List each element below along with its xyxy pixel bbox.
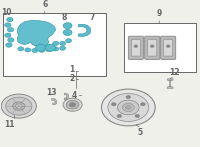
Text: 4: 4 (71, 91, 77, 100)
Circle shape (7, 28, 14, 32)
Text: 2: 2 (69, 74, 74, 83)
Circle shape (135, 114, 140, 118)
Text: 7: 7 (90, 13, 95, 22)
Circle shape (134, 45, 138, 47)
Text: 12: 12 (169, 69, 179, 77)
Circle shape (126, 106, 131, 109)
FancyBboxPatch shape (124, 23, 196, 72)
FancyBboxPatch shape (148, 40, 157, 56)
Circle shape (53, 41, 59, 45)
Circle shape (108, 93, 149, 121)
Circle shape (63, 30, 72, 36)
Circle shape (63, 23, 72, 29)
Circle shape (63, 98, 82, 111)
Circle shape (32, 49, 38, 52)
Text: 10: 10 (1, 8, 12, 17)
Circle shape (45, 44, 55, 51)
Circle shape (8, 38, 14, 42)
FancyBboxPatch shape (128, 36, 143, 60)
Text: 8: 8 (62, 13, 67, 22)
Circle shape (5, 23, 11, 27)
Polygon shape (51, 99, 57, 105)
Text: 11: 11 (4, 120, 15, 129)
FancyBboxPatch shape (131, 40, 140, 56)
FancyBboxPatch shape (161, 36, 176, 60)
Circle shape (60, 46, 66, 50)
Circle shape (111, 103, 116, 106)
Circle shape (66, 39, 72, 43)
Circle shape (122, 103, 134, 112)
Circle shape (39, 48, 45, 52)
Polygon shape (79, 24, 91, 36)
Circle shape (101, 89, 155, 126)
FancyBboxPatch shape (164, 40, 173, 56)
Circle shape (5, 33, 11, 37)
Polygon shape (167, 79, 173, 88)
Circle shape (166, 45, 170, 47)
Circle shape (69, 103, 76, 107)
Circle shape (36, 44, 46, 51)
Circle shape (117, 114, 122, 118)
Polygon shape (64, 93, 69, 100)
Circle shape (1, 94, 36, 118)
Circle shape (46, 47, 52, 52)
Circle shape (53, 47, 59, 51)
Circle shape (66, 100, 79, 109)
Circle shape (25, 48, 31, 52)
Text: 1: 1 (69, 66, 74, 75)
Circle shape (118, 100, 139, 115)
Circle shape (141, 103, 145, 106)
Text: 5: 5 (138, 128, 143, 137)
Circle shape (6, 43, 12, 47)
Polygon shape (17, 20, 56, 46)
Circle shape (60, 41, 66, 45)
Text: 13: 13 (46, 88, 57, 97)
Circle shape (7, 17, 13, 22)
Circle shape (150, 45, 154, 47)
Circle shape (6, 97, 32, 115)
Text: 6: 6 (42, 0, 47, 13)
FancyBboxPatch shape (145, 36, 160, 60)
Circle shape (16, 104, 22, 108)
Circle shape (18, 47, 24, 51)
Circle shape (126, 95, 131, 99)
FancyBboxPatch shape (3, 13, 106, 76)
Text: 9: 9 (157, 9, 162, 23)
Circle shape (13, 102, 25, 110)
